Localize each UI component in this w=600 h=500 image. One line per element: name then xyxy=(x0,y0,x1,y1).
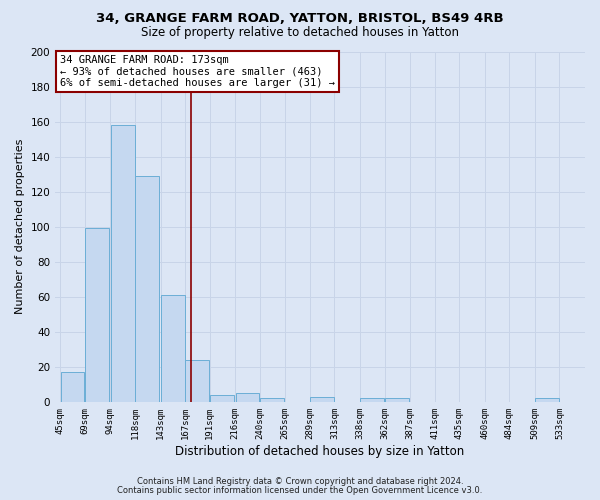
Bar xyxy=(161,295,185,402)
Text: Contains HM Land Registry data © Crown copyright and database right 2024.: Contains HM Land Registry data © Crown c… xyxy=(137,477,463,486)
Bar xyxy=(310,396,334,402)
Bar xyxy=(236,393,259,402)
Y-axis label: Number of detached properties: Number of detached properties xyxy=(15,139,25,314)
Bar xyxy=(210,395,234,402)
Text: Size of property relative to detached houses in Yatton: Size of property relative to detached ho… xyxy=(141,26,459,39)
Bar xyxy=(385,398,409,402)
Bar xyxy=(136,176,159,402)
Bar xyxy=(61,372,85,402)
Bar xyxy=(85,228,109,402)
Bar xyxy=(260,398,284,402)
X-axis label: Distribution of detached houses by size in Yatton: Distribution of detached houses by size … xyxy=(175,444,465,458)
Bar xyxy=(361,398,384,402)
Text: 34 GRANGE FARM ROAD: 173sqm
← 93% of detached houses are smaller (463)
6% of sem: 34 GRANGE FARM ROAD: 173sqm ← 93% of det… xyxy=(60,55,335,88)
Bar xyxy=(185,360,209,402)
Text: Contains public sector information licensed under the Open Government Licence v3: Contains public sector information licen… xyxy=(118,486,482,495)
Bar xyxy=(535,398,559,402)
Text: 34, GRANGE FARM ROAD, YATTON, BRISTOL, BS49 4RB: 34, GRANGE FARM ROAD, YATTON, BRISTOL, B… xyxy=(96,12,504,26)
Bar xyxy=(111,125,134,402)
